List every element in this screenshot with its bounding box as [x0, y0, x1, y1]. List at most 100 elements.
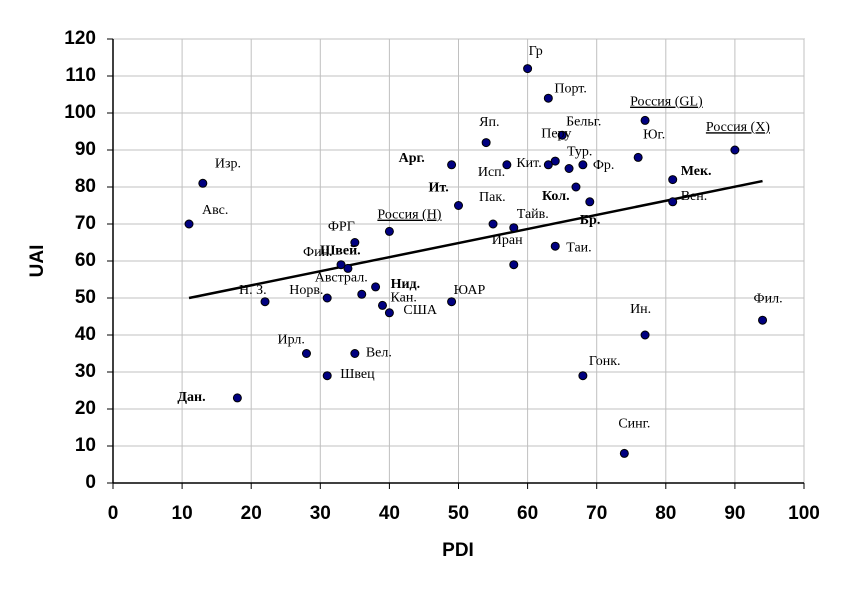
point: [640, 115, 650, 125]
y-tick-label: 120: [64, 28, 96, 49]
point: [633, 152, 643, 162]
point-label: Кан.: [390, 291, 416, 306]
point-label: Яп.: [479, 115, 499, 130]
point: [384, 226, 394, 236]
point: [578, 160, 588, 170]
point-label: Бельг.: [566, 114, 601, 129]
point-label: Порт.: [554, 81, 587, 96]
point-label: Тайв.: [517, 207, 549, 222]
point: [523, 64, 533, 74]
point: [488, 219, 498, 229]
point-label: Перу: [541, 126, 571, 141]
x-tick-label: 50: [448, 503, 469, 524]
x-tick-label: 30: [310, 503, 331, 524]
point-label: Н. З.: [239, 283, 267, 298]
x-tick-label: 0: [108, 503, 119, 524]
point: [730, 145, 740, 155]
point-label: ЮАР: [454, 283, 486, 298]
y-tick-label: 70: [75, 213, 96, 234]
point: [357, 289, 367, 299]
point-label: Фил.: [754, 291, 783, 306]
point-label: Гонк.: [589, 354, 621, 369]
point: [350, 349, 360, 358]
point-label: Вен.: [681, 189, 708, 204]
point-label: Швей.: [320, 244, 361, 259]
point-label: Норв.: [289, 283, 323, 298]
point: [447, 160, 457, 170]
y-tick-label: 30: [75, 361, 96, 382]
point: [377, 300, 387, 310]
point: [350, 238, 360, 247]
point-label: Пак.: [479, 190, 506, 205]
point-label: Россия (X): [706, 120, 770, 135]
point-label: Тур.: [567, 145, 592, 160]
point-label: Россия (H): [377, 208, 441, 223]
point-label: Таи.: [566, 240, 591, 255]
point: [371, 282, 381, 292]
point: [481, 138, 491, 148]
y-tick-label: 10: [75, 435, 96, 456]
point: [184, 219, 194, 229]
point-label: Фр.: [593, 158, 615, 173]
point-label: Авс.: [202, 203, 228, 218]
point-label: Арг.: [399, 151, 425, 166]
point-label: Фин.: [303, 245, 333, 260]
point-label: Ирл.: [277, 333, 304, 348]
x-tick-label: 20: [241, 503, 262, 524]
x-tick-label: 40: [379, 503, 400, 524]
x-tick-label: 10: [172, 503, 193, 524]
point-label: Вел.: [366, 346, 392, 361]
point-label: Иран: [492, 233, 523, 248]
point-label: Юг.: [643, 128, 665, 143]
x-tick-label: 60: [517, 503, 538, 524]
y-tick-label: 50: [75, 287, 96, 308]
y-tick-label: 110: [65, 65, 96, 86]
point-label: Ит.: [429, 181, 449, 196]
point-label: Кит.: [516, 156, 541, 171]
y-tick-label: 0: [85, 472, 96, 493]
point: [502, 160, 512, 170]
y-tick-label: 90: [75, 139, 96, 160]
point: [578, 371, 588, 381]
x-tick-label: 70: [586, 503, 607, 524]
point: [343, 263, 353, 273]
point-label: Ин.: [630, 302, 651, 317]
point-label: Австрал.: [315, 271, 368, 286]
point: [198, 178, 208, 188]
point: [336, 260, 346, 270]
point-label: Россия (GL): [630, 95, 703, 110]
point: [571, 182, 581, 192]
point-label: Гр: [529, 44, 543, 59]
point: [509, 260, 519, 270]
point-label: Нид.: [391, 277, 421, 292]
point-label: Швец: [340, 367, 375, 382]
y-tick-label: 60: [75, 250, 96, 271]
point: [301, 349, 311, 358]
point-label: Дан.: [177, 390, 205, 405]
point: [447, 297, 457, 307]
point: [619, 448, 629, 458]
point-label: Синг.: [618, 417, 650, 432]
point: [509, 223, 519, 233]
point: [758, 315, 768, 325]
point-label: Изр.: [215, 157, 241, 172]
point-label: США: [403, 303, 437, 318]
point: [543, 93, 553, 103]
point: [668, 175, 678, 185]
x-tick-label: 100: [788, 503, 820, 524]
point: [322, 293, 332, 303]
point: [550, 156, 560, 166]
trend-line: [188, 179, 763, 300]
point: [260, 297, 270, 307]
y-axis-title: UAI: [27, 245, 48, 278]
point-label: ФРГ: [328, 220, 355, 235]
x-axis-title: PDI: [442, 540, 474, 561]
point-label: Мек.: [681, 164, 712, 179]
point: [232, 393, 242, 403]
y-tick-label: 100: [64, 102, 96, 123]
point: [550, 241, 560, 251]
x-tick-label: 80: [655, 503, 676, 524]
point: [543, 160, 553, 170]
point: [384, 308, 394, 318]
